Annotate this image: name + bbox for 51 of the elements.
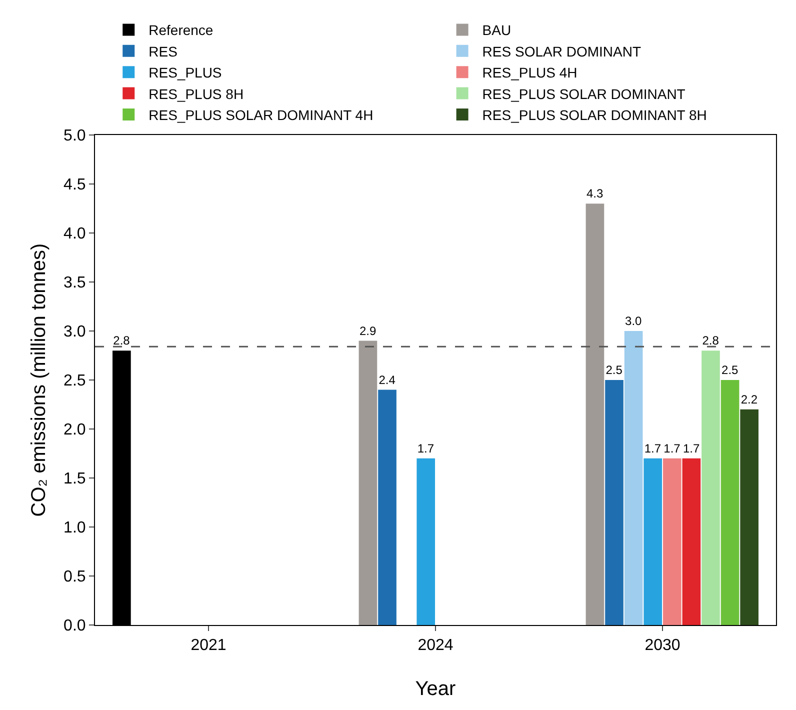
y-tick-label: 0.0 [64, 618, 86, 635]
y-tick-label: 5.0 [64, 128, 86, 145]
bar [644, 458, 662, 625]
x-axis-title: Year [415, 678, 456, 700]
legend-label: RES_PLUS 8H [148, 86, 244, 102]
y-tick-label: 2.0 [64, 422, 86, 439]
data-label: 1.7 [682, 441, 700, 456]
data-label: 1.7 [417, 441, 434, 456]
data-label: 4.3 [586, 186, 604, 201]
legend-label: RES [148, 43, 178, 60]
y-tick-label: 3.5 [64, 274, 86, 292]
bar [416, 458, 436, 625]
x-tick-label: 2030 [644, 637, 680, 654]
legend-label: RES_PLUS 4H [482, 64, 578, 81]
y-tick-label: 4.0 [64, 226, 86, 243]
bar [586, 204, 604, 625]
bar [740, 409, 758, 625]
y-tick-label: 3.0 [64, 324, 86, 341]
data-label: 1.7 [644, 441, 662, 456]
bar [358, 340, 378, 625]
legend-label: Reference [148, 22, 214, 38]
data-label: 2.9 [359, 324, 376, 338]
legend-label: RES SOLAR DOMINANT [482, 43, 642, 60]
y-tick-label: 1.0 [64, 520, 86, 537]
legend-label: RES_PLUS SOLAR DOMINANT 4H [148, 106, 374, 123]
data-label: 2.8 [702, 334, 720, 348]
bar [605, 380, 624, 625]
y-tick-label: 0.5 [64, 568, 86, 586]
legend-label: RES_PLUS SOLAR DOMINANT [482, 86, 686, 102]
data-label: 2.4 [378, 372, 396, 387]
bar [702, 350, 720, 625]
y-tick-label: 1.5 [64, 470, 86, 488]
data-label: 1.7 [664, 441, 681, 456]
bar [624, 331, 643, 625]
y-tick-label: 4.5 [64, 176, 86, 194]
y-tick-label: 2.5 [64, 372, 86, 390]
legend-label: RES_PLUS [148, 64, 222, 81]
legend-label: RES_PLUS SOLAR DOMINANT 8H [482, 106, 707, 123]
bar [378, 390, 396, 625]
bar [682, 458, 701, 625]
bar [720, 380, 740, 625]
y-axis-title: CO₂ emissions (million tonnes) [28, 243, 50, 517]
data-label: 3.0 [625, 314, 642, 328]
bar [662, 458, 682, 625]
x-tick-label: 2021 [190, 637, 226, 654]
data-label: 2.2 [740, 392, 758, 406]
legend-label: BAU [482, 22, 512, 38]
data-label: 2.5 [722, 363, 739, 377]
data-label: 2.8 [113, 334, 130, 348]
x-tick-label: 2024 [418, 637, 454, 654]
data-label: 2.5 [606, 363, 623, 377]
